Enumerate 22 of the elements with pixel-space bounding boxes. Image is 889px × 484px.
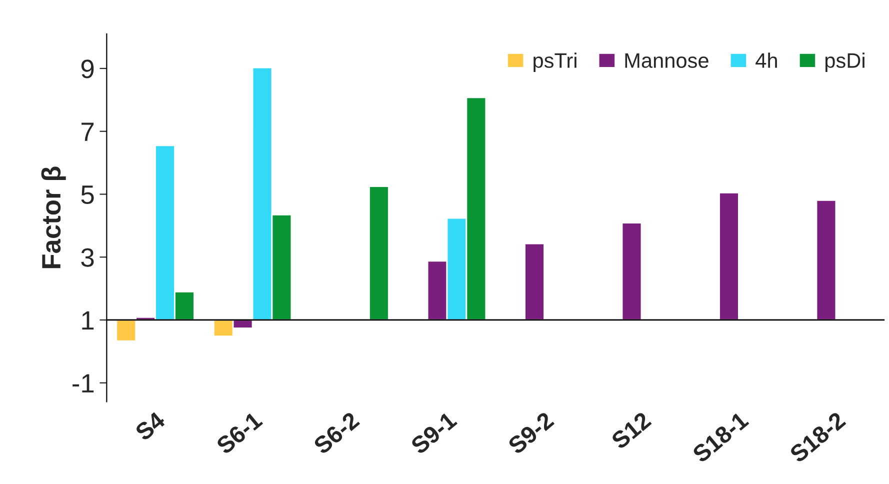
y-tick-label: 1 [82, 311, 94, 330]
y-tick-label: -1 [72, 374, 94, 392]
legend-label: psTri [534, 52, 576, 72]
x-tick-label: S6-2 [312, 411, 360, 455]
x-tick-label: S9-2 [506, 411, 555, 455]
bar [816, 200, 837, 321]
legend-label: 4h [756, 52, 777, 68]
legend-label: Mannose [625, 53, 708, 68]
bar [621, 222, 642, 321]
x-tick-label: S12 [610, 411, 652, 450]
y-axis-title: Factor β [41, 166, 66, 268]
bar [368, 186, 390, 321]
x-tick-label: S4 [134, 410, 166, 442]
y-tick-label: 5 [81, 186, 94, 204]
y-tick-label: 7 [82, 122, 94, 141]
y-tick-label: 9 [81, 60, 94, 78]
bar [524, 242, 545, 321]
bar [718, 192, 740, 321]
x-tick-label: S6-1 [215, 410, 264, 455]
x-tick-label: S9-1 [410, 410, 458, 455]
y-tick-label: 3 [81, 248, 94, 267]
legend-label: psDi [825, 52, 864, 72]
